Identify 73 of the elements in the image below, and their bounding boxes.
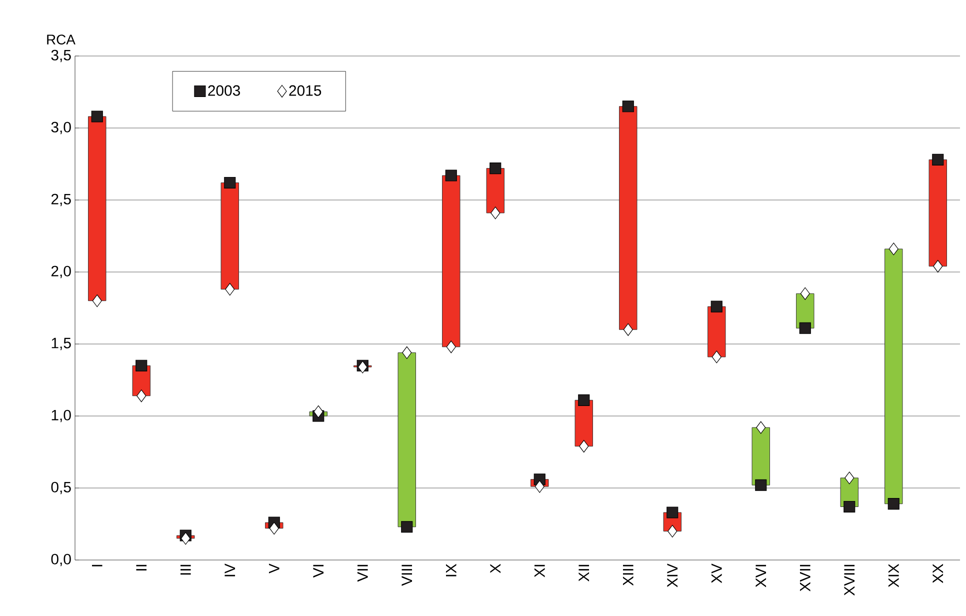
point bbox=[623, 323, 633, 336]
point bbox=[136, 360, 148, 372]
point bbox=[136, 390, 146, 402]
point bbox=[710, 300, 722, 312]
x-tick-label: III bbox=[180, 564, 191, 575]
y-tick-label: 1,5 bbox=[52, 338, 71, 350]
point bbox=[269, 522, 279, 535]
bar bbox=[928, 159, 947, 266]
x-tick-label: VI bbox=[313, 564, 324, 578]
point bbox=[490, 162, 502, 174]
bar bbox=[398, 352, 416, 528]
y-tick-label: 3,5 bbox=[51, 50, 71, 62]
point bbox=[799, 322, 811, 334]
x-tick-label: XI bbox=[534, 564, 545, 578]
point bbox=[225, 283, 235, 296]
point bbox=[668, 524, 678, 538]
bar bbox=[619, 106, 638, 330]
x-tick-label: I bbox=[92, 564, 102, 566]
x-tick-label: V bbox=[268, 564, 280, 574]
point bbox=[622, 100, 634, 112]
x-tick-label: XIX bbox=[888, 564, 899, 588]
x-tick-label: XIII bbox=[622, 564, 634, 586]
x-tick-label: XIV bbox=[667, 564, 678, 588]
x-tick-label: XII bbox=[578, 564, 590, 582]
x-tick-label: XX bbox=[932, 564, 944, 584]
point bbox=[91, 110, 103, 122]
point bbox=[314, 405, 324, 418]
point bbox=[712, 350, 722, 364]
y-axis-title: RCA bbox=[47, 34, 76, 45]
x-tick-label: XVII bbox=[800, 564, 810, 592]
point bbox=[888, 242, 898, 256]
x-tick-label: II bbox=[136, 564, 147, 570]
point bbox=[180, 532, 190, 545]
y-tick-label: 2,0 bbox=[51, 266, 71, 278]
x-tick-label: VII bbox=[357, 564, 368, 582]
point bbox=[534, 480, 544, 493]
point bbox=[800, 287, 810, 300]
x-tick-label: VIII bbox=[402, 564, 412, 586]
legend-label: 2015 bbox=[289, 85, 322, 96]
point bbox=[224, 176, 236, 188]
bar bbox=[442, 175, 460, 348]
point bbox=[756, 421, 766, 434]
point bbox=[445, 170, 457, 182]
bar bbox=[220, 182, 239, 290]
point bbox=[401, 521, 413, 533]
x-tick-label: X bbox=[490, 564, 501, 574]
x-tick-label: XVIII bbox=[844, 564, 855, 596]
point bbox=[932, 154, 944, 166]
point bbox=[933, 260, 943, 273]
point bbox=[755, 479, 767, 491]
point bbox=[92, 294, 102, 308]
bar bbox=[884, 248, 903, 504]
y-tick-label: 0,5 bbox=[51, 482, 71, 494]
x-tick-label: IX bbox=[446, 564, 456, 576]
point bbox=[490, 206, 500, 220]
bar bbox=[752, 427, 770, 486]
point bbox=[402, 346, 412, 359]
x-tick-label: XV bbox=[711, 564, 722, 584]
point bbox=[446, 340, 456, 354]
point bbox=[888, 498, 900, 510]
y-tick-label: 1,0 bbox=[52, 410, 71, 422]
point bbox=[666, 506, 678, 518]
y-tick-label: 2,5 bbox=[51, 194, 71, 206]
point bbox=[578, 394, 590, 406]
x-tick-label: XVI bbox=[756, 564, 766, 588]
y-tick-label: 0,0 bbox=[51, 554, 71, 566]
legend-label: 2003 bbox=[208, 85, 240, 96]
y-tick-label: 3,0 bbox=[51, 122, 71, 134]
bar bbox=[88, 116, 106, 302]
x-tick-label: IV bbox=[224, 564, 236, 576]
point bbox=[579, 440, 589, 453]
point bbox=[844, 500, 856, 512]
point bbox=[844, 472, 854, 484]
